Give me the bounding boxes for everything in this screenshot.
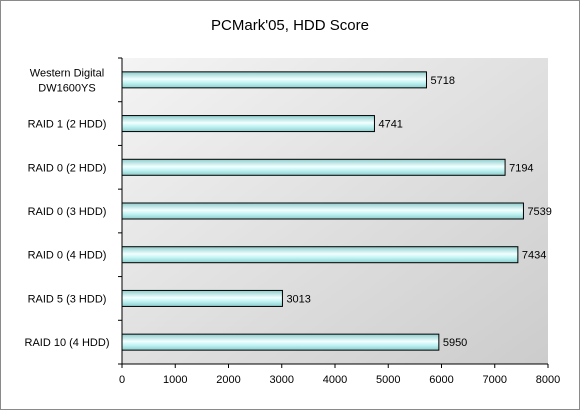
bar (121, 246, 519, 264)
category-label: RAID 10 (4 HDD) (25, 337, 110, 349)
category-label: RAID 5 (3 HDD) (28, 293, 107, 305)
bar (121, 158, 506, 176)
x-tick-label: 0 (119, 374, 125, 386)
x-tick-label: 7000 (483, 374, 507, 386)
bar (121, 202, 524, 220)
x-tick-label: 1000 (163, 374, 187, 386)
x-tick-label: 8000 (536, 374, 560, 386)
axes-layer: Western Digital DW1600YS RAID 1 (2 HDD) RAI… (25, 57, 560, 386)
bar (121, 71, 427, 89)
data-label: 4741 (378, 119, 402, 131)
bar (121, 333, 440, 351)
data-label: 7539 (527, 206, 551, 218)
category-label: RAID 0 (4 HDD) (28, 250, 107, 262)
category-label: Western Digital (30, 67, 104, 79)
x-tick-label: 5000 (376, 374, 400, 386)
bar (121, 289, 283, 307)
x-tick-label: 3000 (270, 374, 294, 386)
chart-title: PCMark'05, HDD Score (211, 17, 369, 34)
category-label: RAID 0 (2 HDD) (28, 162, 107, 174)
data-label: 7434 (522, 250, 546, 262)
x-tick-label: 6000 (429, 374, 453, 386)
bar (121, 115, 375, 133)
data-label: 7194 (509, 162, 533, 174)
category-label: RAID 1 (2 HDD) (28, 119, 107, 131)
category-label: RAID 0 (3 HDD) (28, 206, 107, 218)
bars-layer: 5718 4741 7194 7539 7434 3013 5950 (121, 71, 552, 351)
data-label: 5718 (430, 75, 454, 87)
x-tick-label: 2000 (216, 374, 240, 386)
data-label: 3013 (286, 293, 310, 305)
data-label: 5950 (443, 337, 467, 349)
x-tick-label: 4000 (323, 374, 347, 386)
category-label: DW1600YS (38, 82, 95, 94)
